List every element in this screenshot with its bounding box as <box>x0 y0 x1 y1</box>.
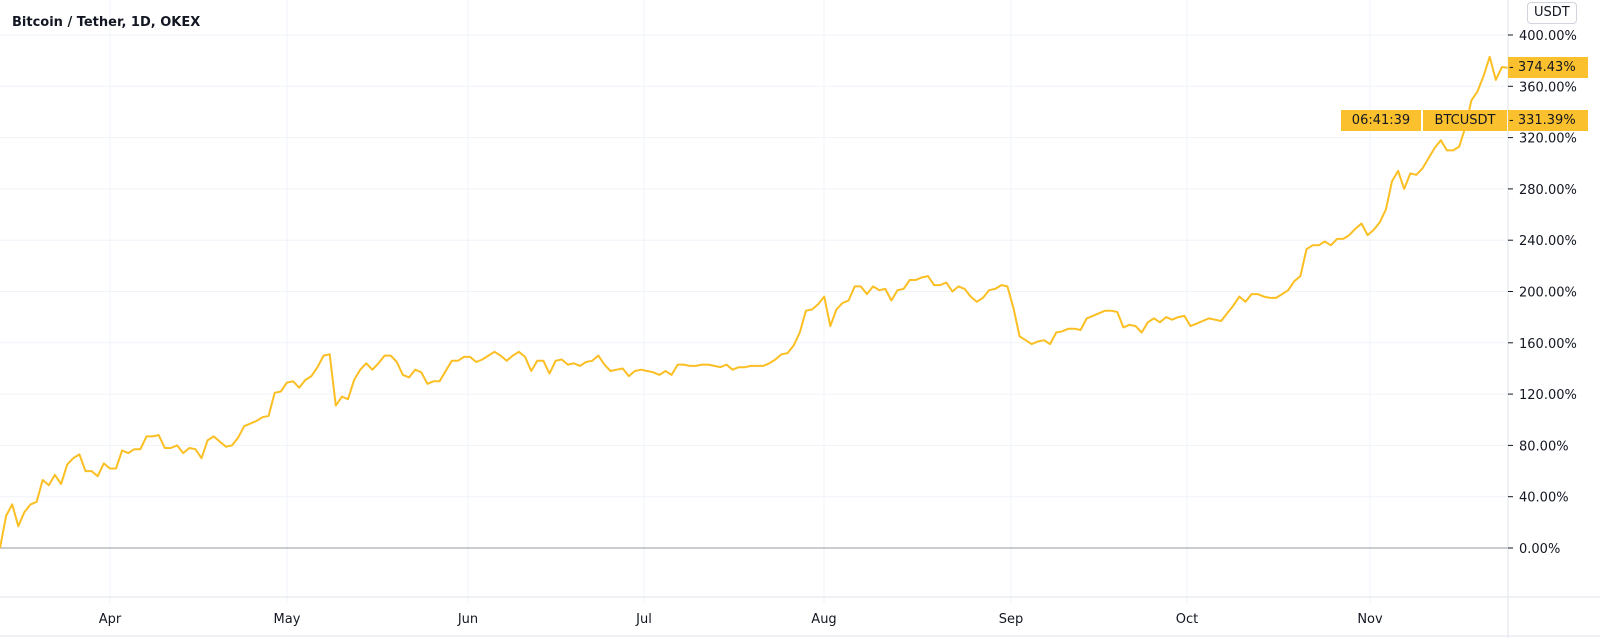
x-tick-label: Oct <box>1176 612 1198 627</box>
currency-button[interactable]: USDT <box>1527 2 1577 24</box>
symbol-value-badge: - 331.39% <box>1508 110 1588 131</box>
last-value-badge: - 374.43% <box>1508 57 1588 78</box>
symbol-badge: BTCUSDT <box>1423 110 1507 131</box>
x-tick-label: Jun <box>457 612 478 627</box>
x-tick-label: Jul <box>635 612 652 627</box>
x-tick-label: Sep <box>999 612 1024 627</box>
y-tick-label: 360.00% <box>1519 80 1577 95</box>
y-tick-label: 400.00% <box>1519 29 1577 44</box>
series-line-btcusdt <box>0 55 1509 549</box>
countdown-badge: 06:41:39 <box>1341 110 1421 131</box>
y-tick-label: 280.00% <box>1519 183 1577 198</box>
x-tick-label: May <box>274 612 301 627</box>
y-tick-label: 320.00% <box>1519 132 1577 147</box>
y-tick-label: 120.00% <box>1519 388 1577 403</box>
last-value-text: 374.43% <box>1517 60 1576 75</box>
y-tick-label: 160.00% <box>1519 337 1577 352</box>
x-tick-label: Aug <box>811 612 836 627</box>
x-tick-label: Nov <box>1357 612 1383 627</box>
y-tick-label: 0.00% <box>1519 542 1560 557</box>
y-tick-label: 200.00% <box>1519 286 1577 301</box>
x-tick-label: Apr <box>99 612 122 627</box>
y-tick-label: 240.00% <box>1519 234 1577 249</box>
y-tick-label: 80.00% <box>1519 439 1569 454</box>
y-tick-label: 40.00% <box>1519 491 1569 506</box>
symbol-value-text: 331.39% <box>1517 113 1576 128</box>
chart-title: Bitcoin / Tether, 1D, OKEX <box>12 15 201 30</box>
